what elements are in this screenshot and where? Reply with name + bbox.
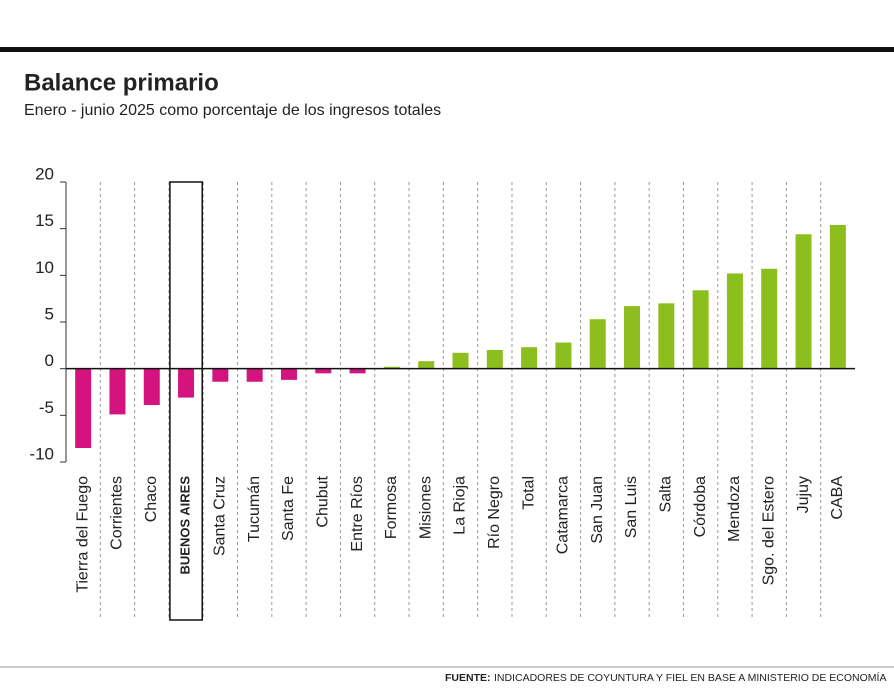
x-tick-label: Jujuy [795, 476, 812, 513]
x-tick-label: Catamarca [555, 476, 572, 554]
y-tick-label: -5 [39, 398, 54, 417]
x-tick-label: Corrientes [109, 476, 126, 550]
y-tick-label: 15 [35, 211, 54, 230]
bar [383, 366, 400, 369]
bar [624, 306, 641, 369]
bar [109, 368, 126, 415]
y-tick-label: 20 [35, 164, 54, 183]
x-tick-label: San Juan [589, 476, 606, 544]
x-tick-label: San Luis [623, 476, 640, 538]
highlight-box [169, 181, 203, 621]
x-tick-label: Tierra del Fuego [74, 476, 91, 593]
bar [246, 368, 263, 382]
bar [143, 368, 160, 406]
x-tick-label: La Rioja [452, 476, 469, 535]
bar [521, 347, 538, 369]
bar [486, 350, 503, 369]
source: INDICADORES DE COYUNTURA Y FIEL EN BASE … [494, 671, 886, 684]
bar [692, 290, 709, 369]
bar [75, 368, 92, 448]
top-rule [0, 47, 894, 52]
x-tick-label: Córdoba [692, 476, 709, 537]
chart-subtitle: Enero - junio 2025 como porcentaje de lo… [24, 102, 441, 119]
x-tick-label: Total [520, 476, 537, 510]
x-tick-label: Formosa [383, 476, 400, 539]
bar [212, 368, 229, 382]
bar [452, 352, 469, 369]
x-tick-label: Chubut [315, 475, 332, 527]
x-tick-label: Chaco [143, 476, 160, 522]
x-tick-label: Entre Ríos [349, 476, 366, 552]
bar [726, 273, 743, 369]
bar [795, 234, 812, 369]
x-tick-label: Mendoza [726, 476, 743, 542]
x-tick-label: BUENOS AIRES [178, 476, 193, 575]
y-tick-label: 5 [45, 304, 54, 323]
bar [178, 368, 195, 398]
bar [349, 368, 366, 374]
x-tick-label: Tucumán [246, 476, 263, 542]
x-tick-label: Santa Cruz [212, 476, 229, 556]
bar [589, 319, 606, 369]
chart-title: Balance primario [24, 69, 219, 96]
bar [761, 268, 778, 369]
bar [315, 368, 332, 374]
source-label: FUENTE: [445, 672, 491, 684]
y-tick-label: 0 [45, 351, 54, 370]
x-tick-label: Santa Fe [280, 476, 297, 541]
y-tick-label: -10 [29, 444, 54, 463]
x-tick-label: CABA [829, 476, 846, 520]
bar [418, 361, 435, 369]
x-tick-label: Misiones [417, 476, 434, 539]
bar [555, 342, 572, 369]
bar [280, 368, 297, 380]
x-tick-label: Sgo. del Estero [760, 476, 777, 586]
x-tick-label: Salta [658, 476, 675, 513]
bar [658, 303, 675, 369]
bar [829, 224, 846, 369]
y-tick-label: 10 [35, 258, 54, 277]
x-tick-label: Río Negro [486, 476, 503, 549]
